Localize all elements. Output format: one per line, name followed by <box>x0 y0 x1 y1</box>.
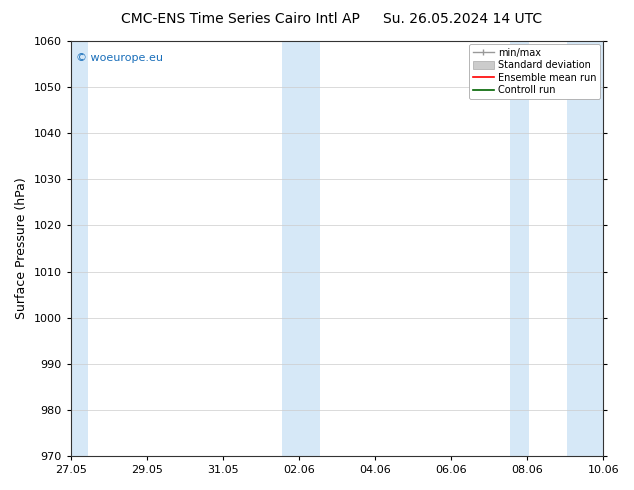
Bar <box>510 41 529 456</box>
Text: CMC-ENS Time Series Cairo Intl AP: CMC-ENS Time Series Cairo Intl AP <box>122 12 360 26</box>
Text: Su. 26.05.2024 14 UTC: Su. 26.05.2024 14 UTC <box>384 12 542 26</box>
Bar <box>281 41 320 456</box>
Legend: min/max, Standard deviation, Ensemble mean run, Controll run: min/max, Standard deviation, Ensemble me… <box>469 44 600 99</box>
Bar <box>567 41 605 456</box>
Text: © woeurope.eu: © woeurope.eu <box>76 53 163 64</box>
Bar <box>69 41 88 456</box>
Y-axis label: Surface Pressure (hPa): Surface Pressure (hPa) <box>15 178 28 319</box>
